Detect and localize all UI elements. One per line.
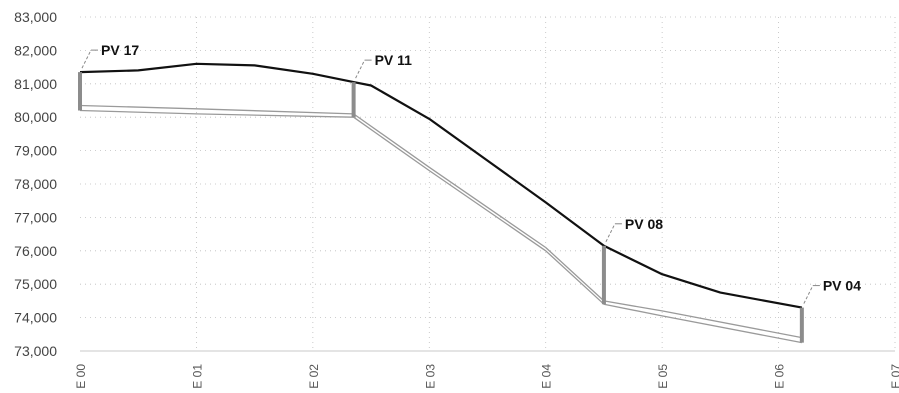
x-tick-label: E 02: [307, 364, 321, 389]
y-tick-label: 73,000: [14, 343, 57, 359]
y-tick-label: 76,000: [14, 243, 57, 259]
pv-leader-line: [605, 223, 616, 243]
pv-annotations: PV 17 PV 11 PV 08 PV 04: [78, 42, 861, 343]
pv-label: PV 11: [375, 52, 413, 68]
y-tick-label: 81,000: [14, 76, 57, 92]
series-line-lower-ground: [79, 109, 803, 344]
pv-bar: [78, 72, 82, 111]
y-tick-label: 77,000: [14, 209, 57, 225]
pv-bar: [601, 245, 606, 305]
y-tick-label: 78,000: [14, 176, 57, 192]
y-tick-label: 80,000: [14, 109, 57, 125]
pv-label: PV 17: [101, 42, 139, 58]
pv-label: PV 04: [823, 278, 861, 294]
pv-leader-line: [355, 59, 366, 79]
series-line-top: [79, 62, 803, 309]
x-tick-label: E 03: [423, 364, 437, 389]
axes: 73,000 74,000 75,000 76,000 77,000 78,000 79,0…: [14, 9, 899, 389]
pv-label: PV 08: [625, 216, 663, 232]
y-tick-label: 82,000: [14, 42, 57, 58]
grid: [80, 16, 896, 351]
x-tick-label: E 04: [540, 364, 554, 389]
x-tick-label: E 07: [889, 364, 899, 389]
pv-leader-line: [803, 285, 814, 304]
y-tick-label: 75,000: [14, 276, 57, 292]
series-line-upper-ground: [79, 104, 803, 339]
series-lines: [79, 62, 803, 344]
x-tick-label: E 01: [190, 364, 204, 389]
y-tick-label: 83,000: [14, 9, 57, 25]
y-tick-label: 79,000: [14, 143, 57, 159]
x-tick-label: E 05: [656, 364, 670, 389]
y-tick-label: 74,000: [14, 310, 57, 326]
pv-leader-line: [81, 49, 92, 69]
pv-bar: [799, 307, 804, 343]
x-tick-label: E 00: [74, 364, 88, 389]
x-tick-label: E 06: [773, 364, 787, 389]
pv-bar: [351, 82, 356, 118]
